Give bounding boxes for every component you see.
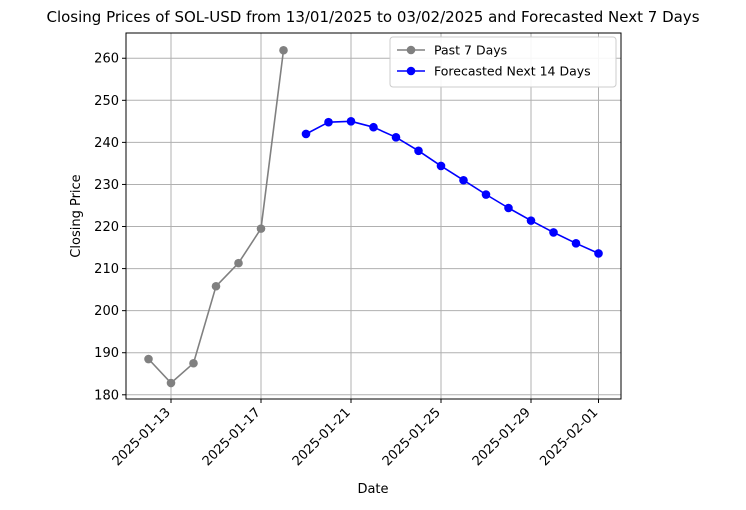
y-tick-label: 250 bbox=[94, 94, 119, 109]
plot-frame bbox=[125, 32, 622, 400]
series-1-point bbox=[234, 258, 243, 268]
series-2-point bbox=[526, 216, 536, 225]
series-layer bbox=[144, 45, 603, 388]
legend-label-2: Forecasted Next 14 Days bbox=[434, 64, 591, 79]
x-tick-label: 2025-01-25 bbox=[380, 405, 444, 469]
legend-marker-1 bbox=[406, 45, 416, 55]
series-1-point bbox=[144, 354, 153, 364]
series-2-point bbox=[346, 117, 356, 126]
series-2-point bbox=[504, 203, 513, 213]
series-2-point bbox=[369, 122, 378, 132]
series-1-point bbox=[256, 224, 266, 233]
series-1-point bbox=[279, 45, 288, 55]
y-tick-label: 180 bbox=[94, 388, 119, 403]
series-2-point bbox=[391, 133, 401, 142]
x-tick-label: 2025-01-17 bbox=[200, 405, 264, 469]
legend-marker-2 bbox=[406, 66, 416, 76]
y-axis: 180 190 200 210 220 230 240 250 260 bbox=[94, 52, 126, 403]
legend-label-1: Past 7 Days bbox=[434, 43, 507, 58]
chart-title: Closing Prices of SOL-USD from 13/01/202… bbox=[46, 8, 699, 26]
x-tick-label: 2025-02-01 bbox=[537, 405, 601, 469]
y-tick-label: 200 bbox=[94, 304, 119, 319]
legend-box bbox=[389, 36, 617, 88]
x-tick-label: 2025-01-29 bbox=[470, 405, 534, 469]
series-2-point bbox=[481, 190, 491, 199]
y-tick-label: 220 bbox=[94, 220, 119, 235]
series-2-point bbox=[324, 117, 333, 127]
legend: Past 7 Days Forecasted Next 14 Days bbox=[389, 36, 617, 88]
x-tick-label: 2025-01-13 bbox=[110, 405, 174, 469]
y-axis-label: Closing Price bbox=[69, 174, 84, 257]
series-2-point bbox=[436, 161, 446, 171]
y-tick-label: 210 bbox=[94, 262, 119, 277]
y-tick-label: 260 bbox=[94, 52, 119, 67]
series-2-point bbox=[414, 146, 423, 156]
y-tick-label: 190 bbox=[94, 346, 119, 361]
y-tick-label: 230 bbox=[94, 178, 119, 193]
series-2-point bbox=[549, 228, 558, 237]
x-axis-label: Date bbox=[357, 482, 388, 497]
series-2-point bbox=[301, 129, 311, 139]
series-2-point bbox=[571, 239, 581, 248]
series-1-point bbox=[211, 281, 221, 291]
grid bbox=[126, 33, 621, 399]
y-tick-label: 240 bbox=[94, 136, 119, 151]
series-2-point bbox=[459, 175, 468, 185]
series-1-point bbox=[189, 358, 198, 368]
series-2-point bbox=[594, 249, 603, 258]
series-1-point bbox=[166, 378, 176, 388]
x-tick-label: 2025-01-21 bbox=[290, 405, 354, 469]
x-axis: 2025-01-13 2025-01-17 2025-01-21 2025-01-25… bbox=[110, 399, 601, 469]
